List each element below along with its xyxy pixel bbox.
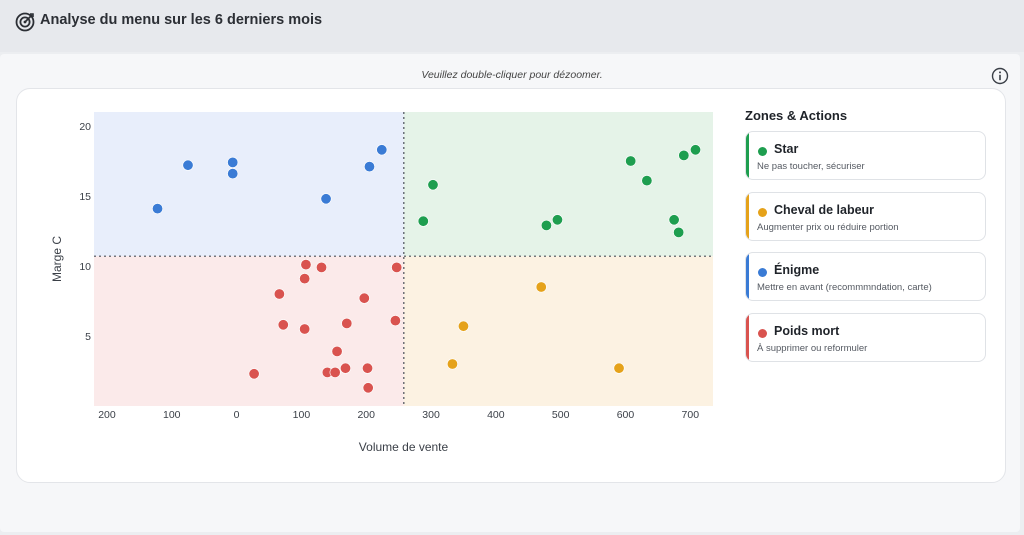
zone-dot-icon	[758, 268, 767, 277]
data-point[interactable]	[540, 219, 552, 231]
data-point[interactable]	[363, 161, 375, 173]
data-point[interactable]	[376, 144, 388, 156]
y-axis-label: Marge C	[50, 236, 64, 282]
x-tick-label: 100	[163, 409, 181, 421]
data-point[interactable]	[362, 382, 374, 394]
zone-description: Ne pas toucher, sécuriser	[757, 161, 865, 172]
x-tick-label: 100	[293, 409, 311, 421]
zone-description: Augmenter prix ou réduire portion	[757, 222, 899, 233]
data-point[interactable]	[389, 315, 401, 327]
x-axis-label: Volume de vente	[359, 440, 449, 454]
info-icon[interactable]	[990, 66, 1010, 86]
x-tick-label: 200	[98, 409, 116, 421]
x-tick-label: 500	[552, 409, 570, 421]
data-point[interactable]	[427, 179, 439, 191]
zone-card-star[interactable]: Star Ne pas toucher, sécuriser	[745, 131, 986, 180]
target-icon	[15, 12, 35, 32]
x-tick-label: 0	[234, 409, 240, 421]
data-point[interactable]	[227, 156, 239, 168]
zone-description: À supprimer ou reformuler	[757, 343, 868, 354]
data-point[interactable]	[678, 149, 690, 161]
data-point[interactable]	[152, 203, 164, 215]
zone-card-enigme[interactable]: Énigme Mettre en avant (recommmndation, …	[745, 252, 986, 301]
zone-dot-icon	[758, 147, 767, 156]
data-point[interactable]	[320, 193, 332, 205]
data-point[interactable]	[362, 362, 374, 374]
data-point[interactable]	[227, 168, 239, 180]
zone-dot-icon	[758, 208, 767, 217]
zone-color-bar	[746, 193, 749, 240]
zone-card-poids-mort[interactable]: Poids mort À supprimer ou reformuler	[745, 313, 986, 362]
zone-name: Cheval de labeur	[774, 203, 875, 217]
zone-color-bar	[746, 253, 749, 300]
data-point[interactable]	[641, 175, 653, 187]
data-point[interactable]	[341, 317, 353, 329]
y-tick-label: 5	[85, 331, 91, 343]
data-point[interactable]	[331, 345, 343, 357]
y-tick-label: 15	[79, 191, 91, 203]
x-tick-label: 700	[682, 409, 700, 421]
data-point[interactable]	[535, 281, 547, 293]
zone-name: Star	[774, 142, 799, 156]
data-point[interactable]	[613, 362, 625, 374]
x-tick-label: 600	[617, 409, 635, 421]
zone-card-cheval-de-labeur[interactable]: Cheval de labeur Augmenter prix ou rédui…	[745, 192, 986, 241]
data-point[interactable]	[329, 366, 341, 378]
data-point[interactable]	[182, 159, 194, 171]
zone-color-bar	[746, 314, 749, 361]
data-point[interactable]	[391, 261, 403, 273]
data-point[interactable]	[457, 320, 469, 332]
y-tick-label: 20	[79, 121, 91, 133]
quadrant-cheval-de-labeur	[403, 256, 713, 406]
x-tick-label: 400	[487, 409, 505, 421]
data-point[interactable]	[316, 261, 328, 273]
data-point[interactable]	[689, 144, 701, 156]
data-point[interactable]	[446, 358, 458, 370]
data-point[interactable]	[299, 273, 311, 285]
page-title: Analyse du menu sur les 6 derniers mois	[40, 12, 323, 28]
zone-dot-icon	[758, 329, 767, 338]
x-tick-label: 300	[422, 409, 440, 421]
zone-color-bar	[746, 132, 749, 179]
data-point[interactable]	[673, 226, 685, 238]
y-tick-label: 10	[79, 261, 91, 273]
data-point[interactable]	[551, 214, 563, 226]
zone-description: Mettre en avant (recommmndation, carte)	[757, 282, 932, 293]
data-point[interactable]	[339, 362, 351, 374]
data-point[interactable]	[277, 319, 289, 331]
data-point[interactable]	[625, 155, 637, 167]
data-point[interactable]	[273, 288, 285, 300]
quadrant-enigme	[94, 112, 404, 257]
legend-title: Zones & Actions	[745, 108, 848, 123]
header-bar: Analyse du menu sur les 6 derniers mois	[0, 0, 1024, 52]
data-point[interactable]	[417, 215, 429, 227]
quadrant-poids-mort	[94, 256, 404, 406]
data-point[interactable]	[299, 323, 311, 335]
data-point[interactable]	[248, 368, 260, 380]
data-point[interactable]	[668, 214, 680, 226]
x-tick-label: 200	[357, 409, 375, 421]
quadrant-star	[403, 112, 713, 257]
zone-name: Énigme	[774, 263, 820, 277]
data-point[interactable]	[300, 259, 312, 271]
data-point[interactable]	[358, 292, 370, 304]
zone-name: Poids mort	[774, 324, 840, 338]
zoom-hint: Veuillez double-cliquer pour dézoomer.	[421, 69, 603, 81]
